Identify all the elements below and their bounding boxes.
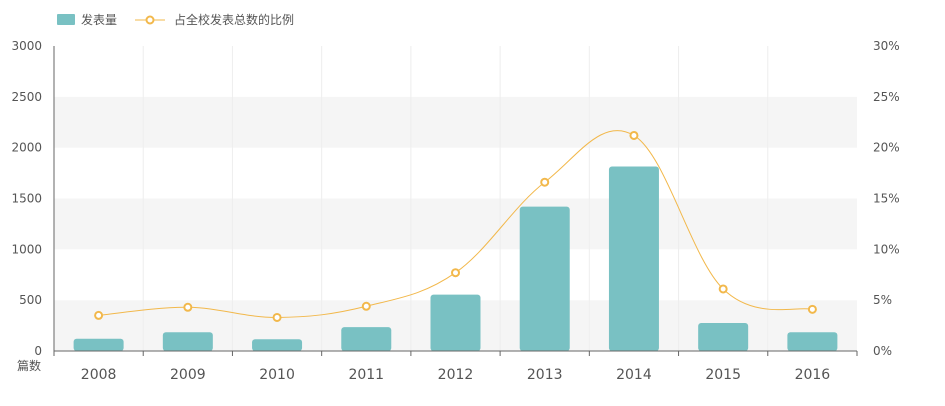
x-tick-2008: 2008 [81, 367, 117, 383]
x-tick-2016: 2016 [795, 367, 831, 383]
left-axis-ticks: 0 500 1000 1500 2000 2500 3000 [11, 39, 42, 358]
y-right-tick-15%: 15% [873, 192, 900, 206]
y-left-tick-2500: 2500 [11, 90, 42, 104]
point-2016 [807, 304, 817, 314]
bar-2016 [787, 332, 838, 351]
grid-band [54, 46, 857, 97]
x-tick-2010: 2010 [259, 367, 295, 383]
bar-2010 [252, 339, 303, 351]
x-axis-ticks: 2008 2009 2010 2011 2012 2013 2014 2015 2016 [81, 367, 830, 383]
y-right-tick-0%: 0% [873, 344, 892, 358]
y-right-tick-30%: 30% [873, 39, 900, 53]
y-left-unit-label: 篇数 [17, 358, 41, 373]
y-right-tick-20%: 20% [873, 141, 900, 155]
x-tick-2013: 2013 [527, 367, 563, 383]
bar-2013 [519, 206, 570, 351]
y-right-tick-10%: 10% [873, 242, 900, 256]
y-left-tick-3000: 3000 [11, 39, 42, 53]
bar-2009 [162, 332, 213, 351]
grid-band [54, 96, 857, 148]
x-tick-2011: 2011 [348, 367, 384, 383]
legend: 发表量 占全校发表总数的比例 [57, 12, 294, 27]
y-left-tick-0: 0 [34, 344, 42, 358]
legend-bar-swatch [57, 14, 75, 25]
legend-line-label: 占全校发表总数的比例 [174, 12, 294, 27]
bars [73, 166, 838, 351]
point-2013 [540, 177, 550, 187]
y-left-tick-500: 500 [19, 293, 42, 307]
bar-2011 [341, 327, 392, 351]
legend-item-bar[interactable]: 发表量 [57, 12, 117, 27]
point-2011 [361, 301, 371, 311]
y-right-tick-25%: 25% [873, 90, 900, 104]
point-2008 [94, 310, 104, 320]
y-left-tick-1000: 1000 [11, 242, 42, 256]
y-right-tick-5%: 5% [873, 293, 892, 307]
grid-band [54, 198, 857, 250]
point-2012 [451, 268, 460, 278]
bar-2014 [608, 166, 659, 351]
grid-band [54, 147, 857, 199]
ratio-line [94, 130, 817, 322]
right-axis-ticks: 0% 5% 10% 15% 20% 25% 30% [873, 39, 900, 358]
plot-background [54, 46, 857, 351]
point-2009 [183, 302, 193, 312]
point-2010 [272, 312, 282, 322]
axes [53, 46, 858, 356]
vertical-gridlines [142, 46, 769, 351]
x-tick-2012: 2012 [438, 367, 474, 383]
legend-line-marker-icon [145, 15, 155, 25]
x-tick-2014: 2014 [616, 367, 652, 383]
bar-2012 [430, 294, 481, 351]
x-tick-2015: 2015 [705, 367, 741, 383]
y-left-tick-1500: 1500 [11, 192, 42, 206]
legend-item-line[interactable]: 占全校发表总数的比例 [135, 12, 294, 27]
x-tick-2009: 2009 [170, 367, 206, 383]
ratio-line-path [98, 130, 813, 318]
point-2015 [718, 284, 728, 294]
bar-2008 [73, 338, 124, 351]
point-2014 [629, 130, 639, 140]
y-left-tick-2000: 2000 [11, 141, 42, 155]
bar-2015 [698, 323, 749, 351]
legend-bar-label: 发表量 [81, 12, 117, 27]
